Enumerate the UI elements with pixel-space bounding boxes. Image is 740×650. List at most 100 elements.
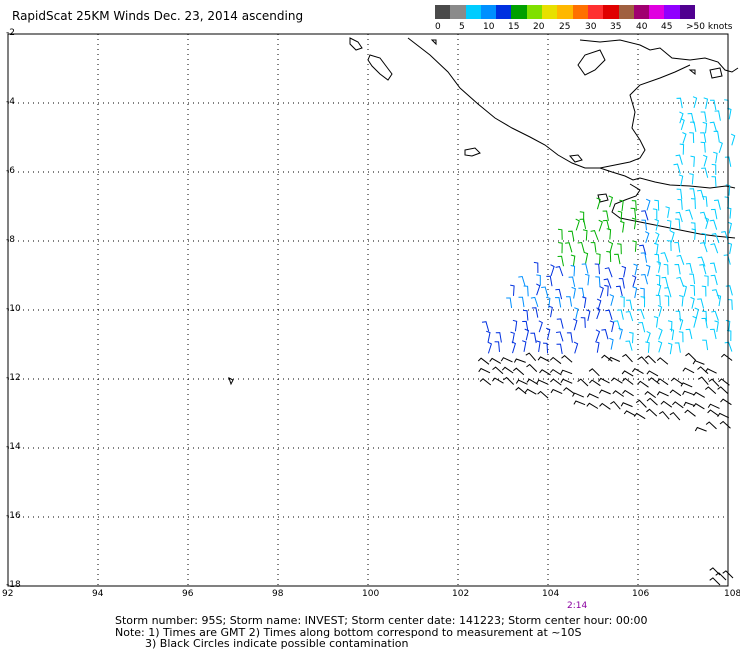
- wind-barb: [689, 273, 696, 285]
- wind-barb: [557, 228, 563, 240]
- wind-barb: [679, 111, 684, 124]
- wind-barb: [595, 329, 601, 342]
- wind-barb: [537, 390, 549, 399]
- wind-barb: [683, 401, 696, 407]
- colorbar-label: 25: [559, 22, 571, 32]
- wind-barb: [640, 296, 646, 308]
- wind-barb: [612, 390, 624, 397]
- wind-barb: [701, 167, 709, 178]
- wind-barb: [615, 285, 623, 297]
- wind-barb: [506, 297, 513, 308]
- wind-barb: [550, 378, 562, 386]
- wind-barb: [690, 198, 696, 210]
- wind-barb: [563, 387, 575, 395]
- wind-barb: [560, 378, 573, 384]
- wind-barb: [545, 327, 551, 340]
- coastline: [228, 37, 739, 386]
- wind-barb: [511, 341, 517, 354]
- wind-barb: [549, 356, 562, 365]
- wind-barb: [692, 403, 705, 410]
- wind-barb: [618, 278, 625, 289]
- x-tick-label: 102: [452, 589, 470, 599]
- wind-barb: [512, 367, 525, 376]
- wind-barb: [635, 399, 647, 408]
- wind-barb: [619, 199, 624, 212]
- colorbar-swatch: [618, 5, 635, 19]
- wind-barb: [596, 197, 601, 210]
- wind-barb: [596, 307, 601, 320]
- wind-barb: [626, 299, 633, 310]
- wind-barb: [714, 199, 721, 210]
- wind-barb: [685, 209, 694, 220]
- wind-barb: [669, 389, 682, 397]
- wind-barb: [618, 327, 623, 340]
- wind-barb: [623, 410, 636, 417]
- wind-barb: [636, 309, 645, 320]
- wind-barb: [697, 189, 705, 201]
- wind-barb: [690, 296, 695, 309]
- wind-barb: [609, 320, 615, 333]
- wind-barb: [561, 354, 573, 363]
- wind-barb: [698, 376, 709, 386]
- wind-barb: [501, 366, 514, 374]
- wind-barb: [725, 285, 733, 296]
- wind-barb: [609, 337, 614, 350]
- wind-barb: [610, 377, 623, 384]
- wind-barb: [703, 154, 708, 167]
- wind-barb: [492, 366, 504, 375]
- wind-barb: [522, 320, 529, 332]
- wind-barb: [709, 121, 718, 132]
- wind-barb: [589, 379, 601, 387]
- wind-barb: [556, 331, 564, 342]
- wind-barb: [566, 332, 573, 343]
- wind-barb: [481, 321, 490, 332]
- colorbar-swatch: [587, 5, 604, 19]
- wind-barb: [605, 309, 613, 320]
- wind-barb: [549, 368, 562, 376]
- wind-barb: [684, 409, 696, 417]
- wind-barb: [697, 298, 705, 309]
- wind-barb: [646, 397, 658, 406]
- wind-barb: [673, 163, 681, 174]
- wind-barb: [614, 253, 621, 265]
- wind-barb: [675, 218, 681, 230]
- wind-barb: [692, 96, 698, 109]
- wind-barb: [599, 402, 611, 410]
- wind-barb: [682, 390, 695, 396]
- wind-barb: [556, 318, 564, 329]
- x-tick-label: 98: [272, 589, 284, 599]
- colorbar-swatch: [542, 5, 558, 19]
- wind-barb: [656, 391, 669, 397]
- wind-barb: [702, 121, 708, 134]
- wind-barb: [608, 195, 614, 208]
- wind-barb: [572, 392, 584, 398]
- colorbar-label: 40: [636, 22, 648, 32]
- wind-barb: [602, 210, 609, 221]
- wind-barb: [648, 377, 660, 385]
- wind-barb: [717, 386, 729, 395]
- wind-barb: [682, 284, 687, 297]
- wind-barb: [555, 266, 564, 277]
- wind-barb: [594, 263, 600, 275]
- wind-barb: [518, 275, 526, 287]
- wind-barb: [718, 378, 730, 386]
- wind-barb: [689, 188, 696, 199]
- wind-barb: [663, 263, 669, 275]
- wind-barb: [533, 261, 539, 274]
- wind-barb: [610, 400, 621, 410]
- wind-barb: [669, 328, 675, 341]
- wind-barb: [568, 276, 576, 287]
- wind-barb: [644, 355, 656, 364]
- wind-barb: [598, 219, 603, 232]
- wind-barb: [541, 286, 549, 297]
- wind-barb: [604, 267, 613, 278]
- wind-barb: [666, 240, 672, 252]
- wind-barb: [704, 386, 717, 394]
- wind-barb: [500, 357, 513, 363]
- wind-barb: [639, 244, 647, 255]
- wind-barb: [701, 285, 707, 297]
- wind-barb: [595, 341, 600, 353]
- wind-barb: [622, 389, 634, 397]
- wind-barb: [608, 356, 621, 362]
